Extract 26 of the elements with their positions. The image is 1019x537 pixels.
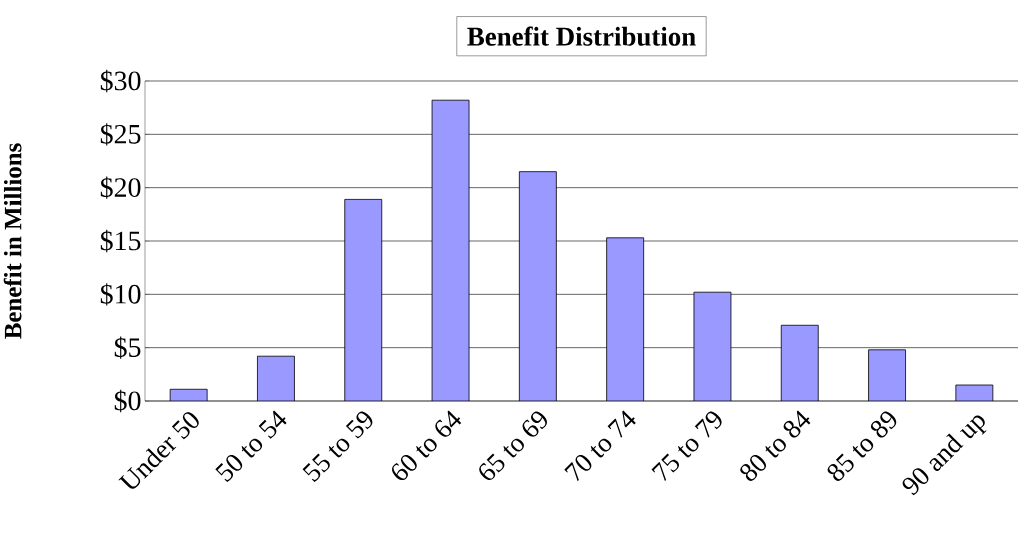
y-axis-title: Benefit in Millions bbox=[3, 143, 22, 339]
x-tick-label: 65 to 69 bbox=[479, 411, 547, 481]
x-tick-label: 85 to 89 bbox=[827, 411, 897, 481]
y-tick-label: $10 bbox=[100, 283, 141, 306]
bar bbox=[518, 171, 557, 401]
x-tick-label: 55 to 59 bbox=[302, 411, 373, 482]
x-tick-label: 90 and up bbox=[902, 415, 987, 496]
x-tick-label: 50 to 54 bbox=[215, 410, 287, 482]
bar bbox=[868, 349, 906, 401]
bar bbox=[431, 99, 470, 401]
x-tick-label: 70 to 74 bbox=[564, 410, 636, 482]
x-tick-label: 80 to 84 bbox=[740, 410, 811, 481]
y-tick-label: $25 bbox=[100, 123, 141, 146]
x-tick-label: 60 to 64 bbox=[391, 410, 462, 481]
y-tick-label: $30 bbox=[100, 69, 141, 93]
bar bbox=[693, 291, 732, 401]
y-tick-label: $5 bbox=[114, 336, 141, 359]
y-tick-label: $15 bbox=[100, 229, 141, 253]
y-tick-label: $0 bbox=[114, 389, 141, 413]
x-tick-label: 75 to 79 bbox=[651, 411, 722, 482]
bar bbox=[344, 199, 383, 401]
bar bbox=[606, 237, 645, 401]
bar bbox=[257, 355, 295, 401]
y-tick-label: $20 bbox=[100, 176, 141, 199]
bar bbox=[780, 324, 819, 401]
chart-title: Benefit Distribution bbox=[467, 26, 696, 46]
